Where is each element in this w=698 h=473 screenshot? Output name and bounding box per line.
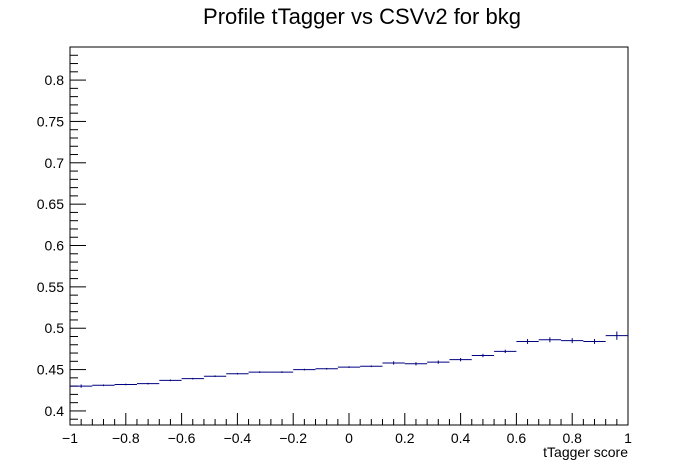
y-tick-label: 0.6 <box>45 238 65 254</box>
data-point <box>337 366 361 368</box>
data-point <box>427 360 450 364</box>
data-point <box>203 375 227 378</box>
x-tick-label: 0.4 <box>451 430 471 446</box>
y-tick-label: 0.55 <box>37 279 64 295</box>
x-tick-label: 0.6 <box>507 430 527 446</box>
data-point <box>471 353 495 358</box>
data-point <box>382 361 405 365</box>
x-tick-label: 0.8 <box>562 430 582 446</box>
data-point <box>583 338 606 344</box>
x-tick-label: 0 <box>345 430 353 446</box>
data-point <box>70 384 93 388</box>
y-tick-label: 0.4 <box>45 403 65 419</box>
y-axis: 0.4 0.45 0.5 0.55 0.6 0.65 0.7 0.75 0.8 <box>37 46 86 420</box>
y-tick-label: 0.8 <box>45 72 65 88</box>
x-tick-label: −1 <box>62 430 78 446</box>
data-point <box>114 383 137 386</box>
data-point <box>404 362 428 366</box>
chart-title: Profile tTagger vs CSVv2 for bkg <box>203 4 521 29</box>
data-point <box>248 371 271 373</box>
data-point <box>92 384 115 387</box>
y-tick-label: 0.5 <box>45 320 65 336</box>
data-point <box>293 368 316 371</box>
y-tick-label: 0.7 <box>45 155 65 171</box>
y-tick-label: 0.45 <box>37 362 64 378</box>
data-point <box>315 367 338 370</box>
data-point <box>136 382 160 385</box>
data-point <box>181 377 204 380</box>
data-point <box>360 365 383 368</box>
data-point <box>226 372 249 375</box>
x-tick-label: −0.2 <box>279 430 307 446</box>
x-tick-label: 1 <box>624 430 632 446</box>
data-point <box>449 358 472 362</box>
data-point <box>494 349 517 354</box>
x-axis-label: tTagger score <box>543 444 628 460</box>
data-point <box>538 337 562 343</box>
data-points <box>70 331 628 388</box>
data-point <box>270 371 294 373</box>
x-tick-label: −0.6 <box>168 430 196 446</box>
y-tick-label: 0.75 <box>37 113 64 129</box>
data-point <box>159 379 182 382</box>
data-point <box>516 338 539 344</box>
x-axis: −1 −0.8 −0.6 −0.4 −0.2 0 0.2 0.4 0.6 0.8 1 <box>62 413 632 446</box>
data-point <box>561 338 584 344</box>
data-point <box>605 331 628 340</box>
x-tick-label: −0.8 <box>112 430 140 446</box>
x-tick-label: 0.2 <box>395 430 415 446</box>
y-tick-label: 0.65 <box>37 196 64 212</box>
x-tick-label: −0.4 <box>224 430 252 446</box>
